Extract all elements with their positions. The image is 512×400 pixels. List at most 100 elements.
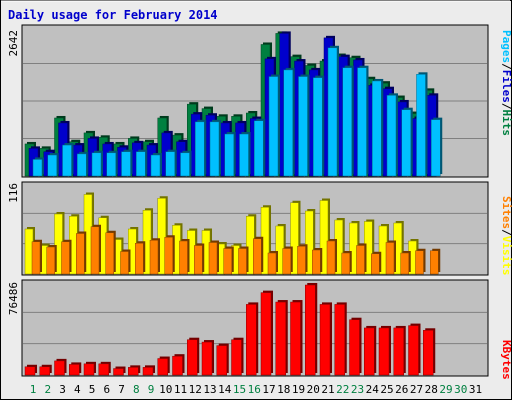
bar-pages (401, 109, 411, 177)
bar-pages-day-14 (224, 132, 236, 177)
bar-sites-day-27 (415, 248, 426, 275)
bar-sites-day-1 (31, 239, 42, 275)
bar-pages (254, 120, 264, 177)
bar-kbytes (349, 319, 360, 376)
bar-sites-day-18 (282, 246, 293, 275)
bar-pages-day-24 (372, 78, 384, 177)
day-label-23: 23 (351, 383, 364, 396)
bar-kbytes-day-7 (113, 366, 126, 376)
bar-kbytes (83, 363, 95, 376)
day-label-3: 3 (59, 383, 66, 396)
bar-pages (386, 95, 397, 177)
bar-kbytes-day-18 (275, 300, 288, 376)
bar-kbytes-day-4 (69, 362, 82, 376)
bar-kbytes-day-26 (393, 325, 406, 376)
bar-pages (77, 153, 87, 177)
bar-pages (195, 121, 205, 177)
bar-pages (180, 152, 190, 177)
bar-sites (164, 237, 173, 275)
bar-kbytes-day-13 (201, 340, 214, 376)
bar-sites-day-19 (297, 244, 308, 275)
bar-kbytes (39, 366, 50, 376)
bar-kbytes (319, 304, 331, 376)
bar-visits-day-20 (305, 209, 316, 275)
panel-kbytes-max-label: 76486 (7, 282, 20, 315)
bar-pages (32, 159, 43, 177)
bar-pages-day-7 (121, 149, 133, 177)
bar-kbytes (187, 339, 198, 376)
bar-kbytes-day-5 (83, 361, 96, 376)
bar-sites-day-17 (267, 251, 278, 275)
bar-kbytes-day-10 (157, 356, 170, 376)
bar-pages-day-15 (239, 132, 251, 177)
bar-visits (319, 200, 329, 275)
day-label-4: 4 (74, 383, 81, 396)
day-label-14: 14 (218, 383, 232, 396)
legend-entry-separator: / (500, 63, 512, 70)
legend-entry-visits: Visits (500, 236, 512, 276)
bar-pages (121, 151, 131, 177)
bar-sites (135, 243, 144, 275)
bar-pages-day-27 (416, 72, 428, 177)
bar-sites (430, 250, 439, 275)
bar-kbytes (275, 301, 286, 376)
bar-sites (238, 248, 247, 275)
bar-pages (47, 154, 57, 177)
bar-sites-day-26 (400, 251, 411, 275)
bar-sites-day-13 (208, 240, 219, 275)
legend-entry-sites: Sites (500, 196, 512, 229)
bar-sites (194, 245, 203, 275)
bar-kbytes (231, 339, 242, 376)
panel-visits-sites: 116 Sites/Visits (7, 181, 512, 276)
bar-sites (400, 252, 409, 275)
bar-pages (224, 133, 234, 177)
bar-pages (62, 144, 72, 177)
day-label-31: 31 (469, 383, 482, 396)
bar-kbytes-day-1 (24, 364, 37, 376)
bar-sites-day-16 (253, 236, 264, 275)
bar-kbytes-day-27 (408, 323, 421, 376)
bar-pages (416, 74, 426, 177)
day-label-26: 26 (395, 383, 408, 396)
bar-pages (106, 152, 116, 177)
bar-sites-day-3 (61, 239, 72, 275)
bar-kbytes (98, 363, 109, 376)
bar-kbytes-day-17 (260, 290, 273, 376)
bar-kbytes-day-15 (231, 337, 244, 376)
day-label-10: 10 (159, 383, 172, 396)
bar-sites (90, 226, 100, 275)
panel-visits-sites-max-label: 116 (7, 183, 20, 203)
bar-pages-day-11 (180, 150, 192, 177)
bar-visits-day-19 (290, 200, 301, 275)
bar-kbytes (128, 367, 139, 376)
bar-kbytes (408, 325, 419, 376)
bar-sites (371, 253, 380, 275)
bar-pages (342, 67, 352, 177)
day-label-12: 12 (189, 383, 202, 396)
bar-sites-day-20 (312, 248, 323, 275)
bar-kbytes-day-23 (349, 317, 362, 376)
bar-pages-day-3 (62, 143, 74, 177)
bar-kbytes-day-16 (246, 302, 259, 376)
bar-pages (209, 121, 220, 177)
bar-kbytes (69, 364, 80, 376)
bar-kbytes-day-24 (364, 325, 377, 376)
bar-pages (239, 133, 249, 177)
bar-kbytes (142, 367, 154, 376)
legend-entry-separator: / (500, 229, 512, 236)
panel-hits-files-pages-bars (24, 31, 443, 177)
bar-sites-day-23 (356, 243, 367, 275)
bar-pages (91, 152, 102, 177)
bar-sites (326, 240, 336, 275)
bar-sites (253, 238, 262, 275)
bar-pages-day-19 (298, 74, 310, 177)
bar-pages-day-6 (106, 150, 118, 177)
panel-visits-sites-legend: Sites/Visits (500, 196, 512, 276)
bar-kbytes (216, 345, 227, 376)
bar-sites-day-10 (164, 235, 175, 275)
bar-kbytes-day-2 (39, 364, 52, 376)
bar-sites (105, 232, 114, 275)
bar-kbytes-day-20 (305, 283, 318, 376)
bar-sites-day-21 (326, 239, 337, 275)
bar-sites-day-24 (371, 251, 382, 275)
